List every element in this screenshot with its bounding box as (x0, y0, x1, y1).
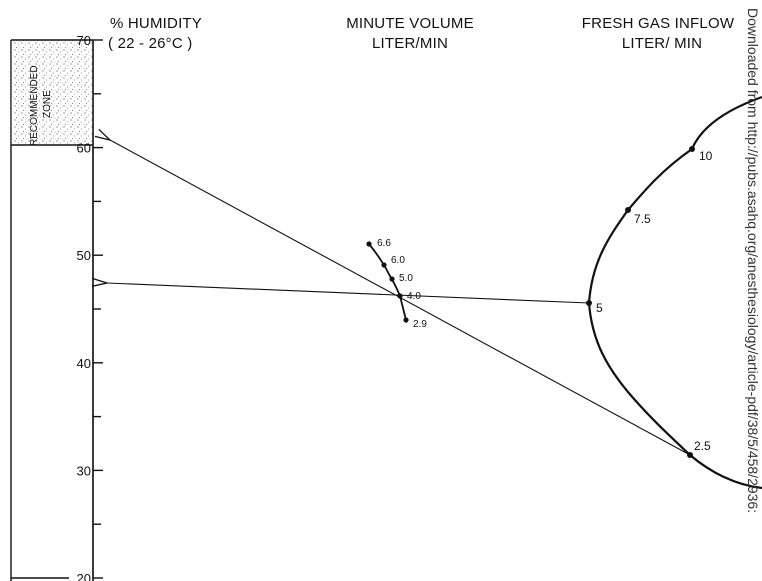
minute-volume-label: 2.9 (413, 319, 427, 330)
minute-volume-point (381, 262, 387, 268)
fresh-gas-header-line1: FRESH GAS INFLOW (582, 15, 735, 32)
minute-volume-point (403, 317, 409, 323)
minute-volume-curve (368, 243, 407, 321)
fresh-gas-label: 2.5 (694, 439, 711, 453)
humidity-header-line1: % HUMIDITY (110, 15, 202, 32)
fresh-gas-curve (587, 95, 762, 490)
fresh-gas-points: 10 7.5 5 2.5 (586, 146, 713, 458)
minute-volume-point (389, 276, 395, 282)
minute-volume-header-line1: MINUTE VOLUME (346, 15, 474, 32)
fresh-gas-label: 5 (596, 301, 603, 315)
fresh-gas-point (689, 146, 695, 152)
humidity-tick-label: 50 (77, 248, 91, 263)
minute-volume-label: 5.0 (399, 273, 413, 284)
minute-volume-point (366, 241, 372, 247)
humidity-ticks: 70 60 50 40 30 20 (11, 33, 103, 581)
example-line-high (110, 140, 691, 456)
humidity-tick-label: 40 (77, 356, 91, 371)
fresh-gas-label: 10 (699, 149, 713, 163)
fresh-gas-header-line2: LITER/ MIN (622, 35, 702, 52)
humidity-tick-label: 70 (77, 33, 91, 48)
humidity-header-line2: ( 22 - 26°C ) (108, 35, 192, 52)
recommended-zone-label-zone: ZONE (42, 90, 53, 118)
example-line-low (107, 283, 590, 304)
fresh-gas-label: 7.5 (634, 212, 651, 226)
recommended-zone-label: RECOMMENDED (29, 65, 40, 146)
fresh-gas-point (625, 207, 631, 213)
minute-volume-label: 4.0 (407, 291, 421, 302)
humidity-tick-label: 60 (77, 141, 91, 156)
download-watermark: Downloaded from http://pubs.asahq.org/an… (745, 8, 761, 513)
minute-volume-points: 6.66.0 5.0 4.0 2.9 (366, 238, 427, 330)
minute-volume-header-line2: LITER/MIN (372, 35, 448, 52)
minute-volume-label: 6.0 (391, 255, 405, 266)
recommended-zone-fill (11, 40, 93, 145)
humidity-tick-label: 30 (77, 463, 91, 478)
minute-volume-label: 6.6 (377, 238, 391, 249)
humidity-tick-label: 20 (77, 571, 91, 581)
